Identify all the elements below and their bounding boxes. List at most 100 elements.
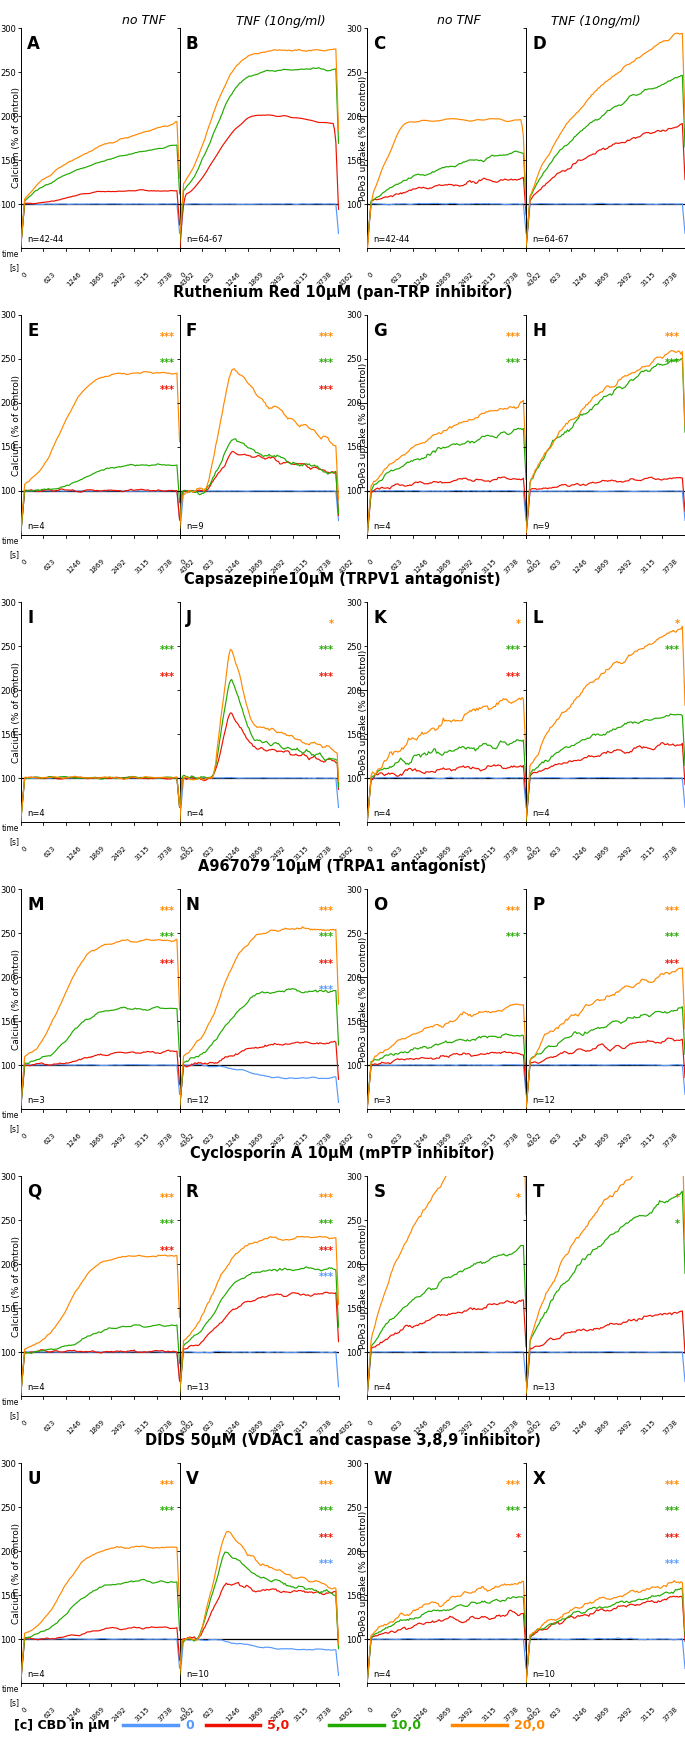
Text: ***: *** bbox=[319, 1560, 334, 1569]
Text: ***: *** bbox=[319, 1532, 334, 1543]
Text: ***: *** bbox=[319, 1246, 334, 1256]
Text: A: A bbox=[27, 35, 40, 52]
Text: 3738: 3738 bbox=[662, 1707, 680, 1723]
Text: ***: *** bbox=[319, 985, 334, 996]
Text: n=4: n=4 bbox=[373, 1382, 391, 1392]
Text: 4362: 4362 bbox=[526, 1132, 543, 1150]
Text: 1869: 1869 bbox=[248, 1132, 264, 1150]
Text: n=4: n=4 bbox=[373, 809, 391, 818]
Text: 2492: 2492 bbox=[112, 1132, 128, 1150]
Text: *: * bbox=[675, 1193, 680, 1204]
Text: n=42-44: n=42-44 bbox=[373, 234, 410, 243]
Text: L: L bbox=[532, 608, 543, 627]
Text: time: time bbox=[1, 1398, 19, 1406]
Text: time: time bbox=[1, 250, 19, 259]
Text: 2492: 2492 bbox=[112, 271, 128, 288]
Text: 3738: 3738 bbox=[662, 557, 680, 575]
Text: 1246: 1246 bbox=[66, 1132, 83, 1150]
Text: 3115: 3115 bbox=[481, 846, 497, 861]
Text: ***: *** bbox=[319, 933, 334, 942]
Text: 623: 623 bbox=[390, 846, 403, 860]
Text: 3738: 3738 bbox=[503, 1132, 521, 1150]
Text: U: U bbox=[27, 1469, 40, 1488]
Text: n=4: n=4 bbox=[532, 809, 550, 818]
Text: ***: *** bbox=[506, 907, 521, 915]
Text: E: E bbox=[27, 321, 38, 339]
Text: 4362: 4362 bbox=[338, 557, 356, 575]
Text: 0: 0 bbox=[21, 846, 28, 853]
Text: n=64-67: n=64-67 bbox=[186, 234, 223, 243]
Text: 3115: 3115 bbox=[640, 271, 656, 288]
Text: 623: 623 bbox=[202, 557, 216, 571]
Text: 1869: 1869 bbox=[435, 846, 452, 861]
Text: 3738: 3738 bbox=[316, 1419, 333, 1436]
Text: 0: 0 bbox=[179, 557, 187, 566]
Text: [s]: [s] bbox=[9, 264, 19, 273]
Text: 623: 623 bbox=[202, 271, 216, 285]
Text: W: W bbox=[373, 1469, 392, 1488]
Text: 2492: 2492 bbox=[458, 1132, 475, 1150]
Text: *: * bbox=[516, 1193, 521, 1204]
Text: 3115: 3115 bbox=[640, 557, 656, 575]
Text: [s]: [s] bbox=[9, 550, 19, 559]
Text: 623: 623 bbox=[390, 1707, 403, 1719]
Text: 2492: 2492 bbox=[271, 271, 287, 288]
Text: Calcium (% of control): Calcium (% of control) bbox=[12, 374, 21, 475]
Text: time: time bbox=[1, 825, 19, 833]
Text: 1869: 1869 bbox=[89, 1707, 105, 1723]
Text: 3738: 3738 bbox=[662, 1419, 680, 1436]
Text: ***: *** bbox=[665, 1506, 680, 1516]
Text: 623: 623 bbox=[549, 271, 562, 285]
Text: ***: *** bbox=[160, 358, 175, 369]
Text: 4362: 4362 bbox=[526, 557, 543, 575]
Text: n=4: n=4 bbox=[27, 1382, 45, 1392]
Text: ***: *** bbox=[506, 332, 521, 342]
Text: 2492: 2492 bbox=[617, 1132, 634, 1150]
Text: ***: *** bbox=[160, 384, 175, 395]
Text: time: time bbox=[1, 1111, 19, 1120]
Text: 4362: 4362 bbox=[179, 271, 197, 288]
Text: PoPo3 uptake (% of control): PoPo3 uptake (% of control) bbox=[359, 936, 368, 1062]
Text: 623: 623 bbox=[43, 1419, 57, 1433]
Text: 1246: 1246 bbox=[66, 557, 83, 575]
Text: 3738: 3738 bbox=[503, 846, 521, 861]
Text: 1246: 1246 bbox=[225, 557, 242, 575]
Text: ***: *** bbox=[160, 1219, 175, 1230]
Text: no TNF: no TNF bbox=[122, 14, 166, 28]
Text: ***: *** bbox=[319, 907, 334, 915]
Text: G: G bbox=[373, 321, 387, 339]
Text: n=3: n=3 bbox=[373, 1095, 391, 1104]
Text: 4362: 4362 bbox=[179, 846, 197, 861]
Text: 0: 0 bbox=[367, 1132, 375, 1139]
Text: 5,0: 5,0 bbox=[267, 1719, 289, 1731]
Text: 2492: 2492 bbox=[617, 557, 634, 575]
Text: 4362: 4362 bbox=[179, 1707, 197, 1723]
Text: ***: *** bbox=[665, 1532, 680, 1543]
Text: 3115: 3115 bbox=[293, 1132, 310, 1150]
Text: 1869: 1869 bbox=[89, 271, 105, 288]
Text: O: O bbox=[373, 896, 388, 914]
Text: [s]: [s] bbox=[9, 1412, 19, 1420]
Text: 0: 0 bbox=[21, 1132, 28, 1139]
Text: 623: 623 bbox=[390, 271, 403, 285]
Text: 623: 623 bbox=[549, 1132, 562, 1146]
Text: Calcium (% of control): Calcium (% of control) bbox=[12, 1235, 21, 1336]
Text: DIDS 50μM (VDAC1 and caspase 3,8,9 inhibitor): DIDS 50μM (VDAC1 and caspase 3,8,9 inhib… bbox=[145, 1433, 540, 1448]
Text: 1246: 1246 bbox=[66, 1419, 83, 1436]
Text: 4362: 4362 bbox=[526, 1707, 543, 1723]
Text: 4362: 4362 bbox=[338, 1132, 356, 1150]
Text: 3738: 3738 bbox=[157, 557, 174, 575]
Text: 1869: 1869 bbox=[435, 1132, 452, 1150]
Text: ***: *** bbox=[160, 673, 175, 681]
Text: 623: 623 bbox=[43, 271, 57, 285]
Text: B: B bbox=[186, 35, 199, 52]
Text: 2492: 2492 bbox=[271, 846, 287, 861]
Text: Ruthenium Red 10μM (pan-TRP inhibitor): Ruthenium Red 10μM (pan-TRP inhibitor) bbox=[173, 285, 512, 300]
Text: n=13: n=13 bbox=[186, 1382, 209, 1392]
Text: 2492: 2492 bbox=[617, 846, 634, 861]
Text: 1869: 1869 bbox=[594, 1707, 611, 1723]
Text: Capsazepine10μM (TRPV1 antagonist): Capsazepine10μM (TRPV1 antagonist) bbox=[184, 571, 501, 587]
Text: 0: 0 bbox=[21, 557, 28, 566]
Text: 0: 0 bbox=[185, 1719, 194, 1731]
Text: 623: 623 bbox=[43, 1707, 57, 1719]
